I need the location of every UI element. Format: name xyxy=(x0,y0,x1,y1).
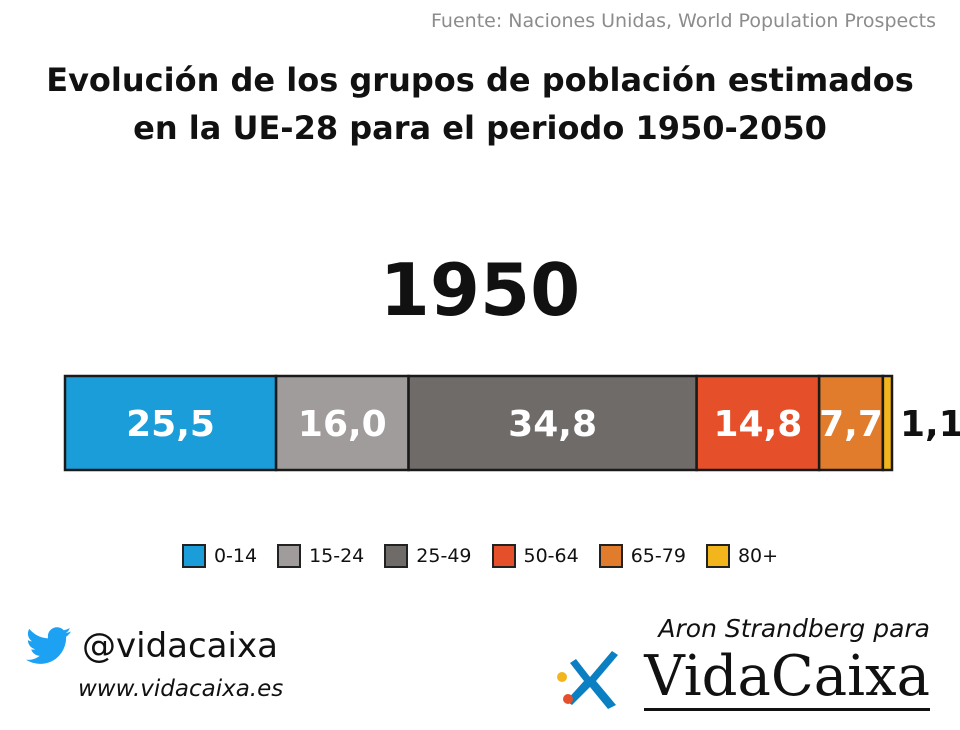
data-label-50-64: 14,8 xyxy=(713,404,802,445)
twitter-bird-icon xyxy=(26,627,72,664)
bar-segment-80-plus xyxy=(881,374,894,472)
legend-label-50-64: 50-64 xyxy=(523,545,579,567)
legend-swatch-15-24 xyxy=(277,544,302,568)
legend-label-0-14: 0-14 xyxy=(213,545,258,567)
legend-item-50-64: 50-64 xyxy=(491,544,579,568)
chart-title-line-1: Evolución de los grupos de población est… xyxy=(46,61,914,99)
legend-item-65-79: 65-79 xyxy=(598,544,686,568)
bar-segment-65-79 xyxy=(817,374,885,472)
data-label-80-plus: 1,1 xyxy=(900,404,960,445)
bar-segment-50-64 xyxy=(695,374,821,472)
legend: 0-14 15-24 25-49 50-64 65-79 80+ xyxy=(0,544,960,568)
data-label-25-49: 34,8 xyxy=(508,404,597,445)
chart-title-line-2: en la UE-28 para el periodo 1950-2050 xyxy=(133,109,827,147)
legend-label-65-79: 65-79 xyxy=(630,545,686,567)
author-credit: Aron Strandberg para xyxy=(658,614,930,643)
legend-item-25-49: 25-49 xyxy=(384,544,472,568)
brand-block: VidaCaixa xyxy=(554,646,930,711)
website-link[interactable]: www.vidacaixa.es xyxy=(78,676,284,702)
legend-label-25-49: 25-49 xyxy=(416,545,472,567)
data-label-15-24: 16,0 xyxy=(298,404,387,445)
legend-swatch-50-64 xyxy=(491,544,516,568)
legend-item-15-24: 15-24 xyxy=(277,544,364,568)
legend-swatch-80-plus xyxy=(705,544,730,568)
brand-name: VidaCaixa xyxy=(644,644,930,711)
legend-label-80-plus: 80+ xyxy=(737,545,779,567)
legend-swatch-65-79 xyxy=(598,544,623,568)
chart-title: Evolución de los grupos de población est… xyxy=(0,56,960,152)
social-block: @vidacaixa xyxy=(26,626,278,666)
twitter-handle[interactable]: @vidacaixa xyxy=(82,626,278,666)
year-label: 1950 xyxy=(379,248,581,332)
legend-swatch-25-49 xyxy=(384,544,409,568)
source-note: Fuente: Naciones Unidas, World Populatio… xyxy=(431,10,936,32)
bar-segment-0-14 xyxy=(63,374,278,472)
legend-label-15-24: 15-24 xyxy=(309,545,365,567)
data-label-0-14: 25,5 xyxy=(126,404,215,445)
caixa-star-icon xyxy=(557,650,619,709)
legend-item-0-14: 0-14 xyxy=(181,544,258,568)
legend-swatch-0-14 xyxy=(181,544,206,568)
legend-item-80-plus: 80+ xyxy=(705,544,779,568)
data-label-65-79: 7,7 xyxy=(819,404,883,445)
